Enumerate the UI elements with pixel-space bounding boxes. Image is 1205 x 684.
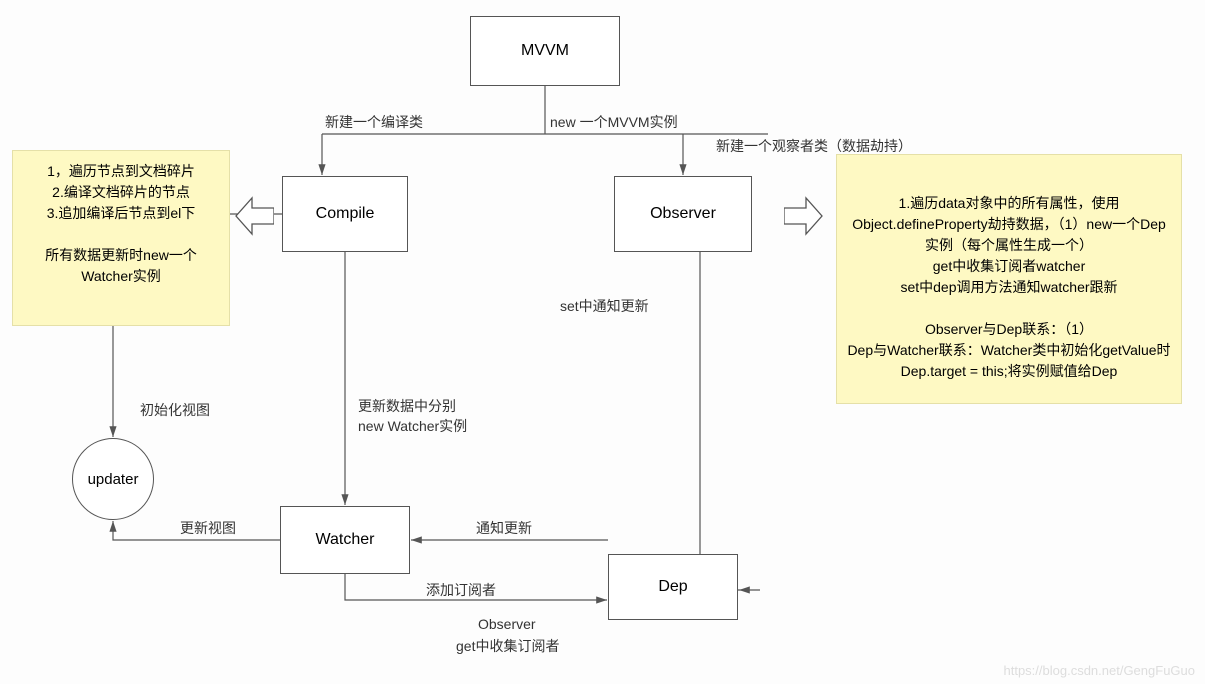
sticky-right-line3: set中dep调用方法通知watcher跟新	[847, 277, 1171, 298]
node-dep: Dep	[608, 554, 738, 620]
watermark-text: https://blog.csdn.net/GengFuGuo	[1003, 663, 1195, 678]
node-compile-label: Compile	[316, 205, 375, 223]
diagram-canvas: MVVM Compile Observer Watcher Dep update…	[0, 0, 1205, 684]
node-watcher: Watcher	[280, 506, 410, 574]
label-watcher-dep-2: Observer	[478, 616, 536, 632]
node-mvvm: MVVM	[470, 16, 620, 86]
sticky-right-line5: Observer与Dep联系：（1）	[847, 319, 1171, 340]
sticky-left: 1，遍历节点到文档碎片 2.编译文档碎片的节点 3.追加编译后节点到el下 所有…	[12, 150, 230, 326]
label-mvvm-observer: 新建一个观察者类（数据劫持）	[716, 136, 912, 156]
sticky-left-line2: 2.编译文档碎片的节点	[23, 182, 219, 203]
node-compile: Compile	[282, 176, 408, 252]
sticky-right-line2: get中收集订阅者watcher	[847, 256, 1171, 277]
node-observer-label: Observer	[650, 205, 716, 223]
node-updater-label: updater	[88, 471, 139, 488]
node-observer: Observer	[614, 176, 752, 252]
label-compile-watcher-2: new Watcher实例	[358, 416, 467, 436]
label-dep-watcher: 通知更新	[476, 518, 532, 538]
arrow-to-right-sticky-icon	[784, 196, 824, 236]
label-watcher-dep-3: get中收集订阅者	[456, 636, 559, 656]
label-watcher-dep-1: 添加订阅者	[426, 580, 496, 600]
node-watcher-label: Watcher	[316, 531, 375, 549]
label-watcher-updater: 更新视图	[180, 518, 236, 538]
sticky-left-line1: 1，遍历节点到文档碎片	[23, 161, 219, 182]
arrow-to-left-sticky-icon	[234, 196, 274, 236]
label-mvvm-down: new 一个MVVM实例	[550, 112, 678, 132]
sticky-right-line6: Dep与Watcher联系：Watcher类中初始化getValue时Dep.t…	[847, 340, 1171, 382]
label-compile-updater: 初始化视图	[140, 400, 210, 420]
sticky-left-line5: 所有数据更新时new一个Watcher实例	[23, 245, 219, 287]
sticky-right-line1: 1.遍历data对象中的所有属性，使用Object.defineProperty…	[847, 193, 1171, 256]
label-observer-dep: set中通知更新	[560, 296, 649, 316]
sticky-right: 1.遍历data对象中的所有属性，使用Object.defineProperty…	[836, 154, 1182, 404]
node-updater: updater	[72, 438, 154, 520]
node-mvvm-label: MVVM	[521, 42, 569, 60]
sticky-left-line3: 3.追加编译后节点到el下	[23, 203, 219, 224]
label-compile-watcher-1: 更新数据中分别	[358, 396, 456, 416]
label-mvvm-compile: 新建一个编译类	[325, 112, 423, 132]
node-dep-label: Dep	[658, 578, 687, 596]
